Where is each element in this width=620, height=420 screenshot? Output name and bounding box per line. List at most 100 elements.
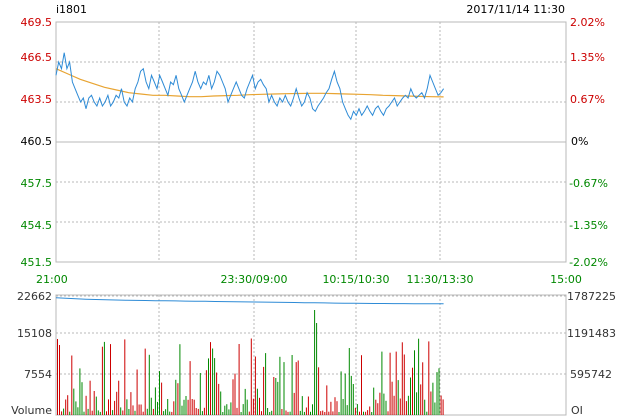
oi-axis: 1787225 1191483 595742 OI (567, 290, 616, 417)
volume-bar (381, 351, 383, 415)
volume-bar (320, 411, 322, 415)
pct-tick-0: 2.02% (570, 16, 605, 29)
volume-bar (238, 344, 240, 415)
volume-bar (263, 366, 265, 415)
pct-tick-6: -2.02% (569, 256, 608, 269)
volume-bar (281, 409, 283, 415)
volume-bar (122, 410, 124, 415)
volume-bar (405, 401, 407, 415)
volume-bar (322, 410, 324, 415)
oi-tick-3: OI (571, 404, 583, 417)
volume-bar (346, 405, 348, 415)
volume-bar (393, 395, 395, 415)
time-axis: 21:00 23:30/09:00 10:15/10:30 11:30/13:3… (36, 273, 582, 286)
volume-bar (352, 384, 354, 415)
volume-bar (289, 411, 291, 415)
volume-bar (365, 411, 367, 415)
volume-bar (124, 339, 126, 415)
volume-bar (132, 405, 134, 415)
price-tick-2: 463.5 (21, 93, 53, 106)
price-tick-0: 469.5 (21, 16, 53, 29)
volume-bar (226, 404, 228, 415)
time-tick-1: 23:30/09:00 (220, 273, 287, 286)
volume-bar (61, 411, 63, 415)
volume-bar (271, 410, 273, 415)
volume-bar (250, 338, 252, 415)
volume-bar (285, 410, 287, 415)
volume-bar (287, 411, 289, 415)
volume-bar (106, 411, 107, 415)
volume-bar (134, 410, 136, 415)
volume-bar (420, 384, 422, 415)
volume-bar (116, 391, 118, 415)
volume-bar (103, 341, 105, 415)
volume-bar (248, 411, 250, 415)
volume-bar (334, 397, 336, 415)
volume-bar (373, 387, 375, 415)
volume-bar (361, 355, 362, 415)
volume-bar (212, 348, 214, 415)
volume-bar (430, 391, 432, 415)
price-line (55, 52, 445, 121)
volume-bar (222, 412, 224, 415)
volume-bar (234, 373, 236, 415)
volume-bar (69, 411, 71, 415)
volume-bar (214, 358, 216, 415)
volume-bar (359, 411, 360, 415)
volume-bar (210, 342, 211, 415)
oi-tick-2: 595742 (570, 368, 612, 381)
volume-panel-frame (55, 294, 567, 416)
volume-bar (252, 398, 254, 415)
volume-bar (150, 397, 152, 415)
volume-bar (75, 401, 77, 415)
volume-bar (138, 404, 140, 415)
volume-bar (120, 407, 122, 415)
volume-bar (387, 411, 389, 415)
volume-bar (332, 411, 334, 415)
volume-bar (316, 323, 318, 415)
volume-bar (59, 345, 60, 415)
volume-bar (205, 370, 207, 415)
time-tick-2: 10:15/10:30 (322, 273, 389, 286)
datetime-label: 2017/11/14 11:30 (466, 3, 565, 16)
vol-tick-3: Volume (11, 404, 52, 417)
time-tick-0: 21:00 (36, 273, 68, 286)
volume-bar (350, 375, 352, 415)
volume-bar (159, 371, 160, 415)
volume-bar (369, 406, 371, 415)
volume-bar (342, 399, 344, 415)
volume-bar (389, 352, 391, 415)
volume-bar (57, 339, 58, 415)
volume-bar (395, 351, 397, 415)
volume-bar (87, 408, 89, 415)
volume-bar (197, 408, 199, 415)
pct-tick-3: 0% (571, 135, 588, 148)
volume-bar (330, 401, 332, 415)
volume-bar (91, 410, 93, 415)
price-tick-4: 457.5 (21, 177, 53, 190)
volume-bar (152, 408, 154, 415)
volume-bar (99, 411, 101, 415)
volume-bar (273, 377, 275, 415)
volume-bar (114, 400, 116, 415)
volume-bar (377, 403, 379, 415)
volume-bar (157, 401, 158, 415)
volume-bar (269, 412, 271, 415)
volume-bar (293, 392, 295, 415)
volume-bar (403, 354, 405, 415)
volume-bar (428, 341, 430, 415)
volume-bar (336, 401, 338, 415)
vol-tick-2: 7554 (24, 368, 52, 381)
volume-bar (175, 379, 177, 415)
volume-bar (154, 387, 156, 415)
volume-bar (216, 372, 218, 415)
volume-bar (201, 411, 203, 415)
volume-bar (265, 353, 267, 415)
volume-bar (318, 367, 320, 415)
volume-bar (385, 400, 387, 415)
volume-bar (432, 382, 434, 415)
volume-bar (259, 397, 260, 415)
volume-bar (340, 371, 342, 415)
price-axis: 469.5 466.5 463.5 460.5 457.5 454.5 451.… (21, 16, 53, 269)
symbol-label: i1801 (56, 3, 87, 16)
